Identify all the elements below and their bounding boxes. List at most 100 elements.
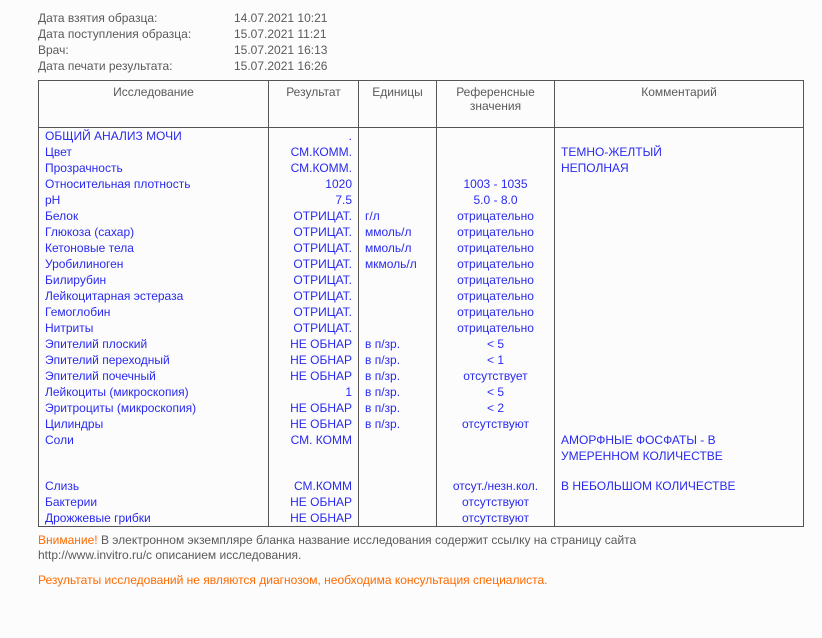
- cell-result: 1020: [269, 176, 359, 192]
- results-table: ИсследованиеРезультатЕдиницыРеференсныез…: [38, 80, 804, 527]
- meta-row: Врач:15.07.2021 16:13: [38, 42, 804, 58]
- meta-row: Дата поступления образца:15.07.2021 11:2…: [38, 26, 804, 42]
- table-row: Эпителий почечныйНЕ ОБНАРв п/зр.отсутств…: [39, 368, 804, 384]
- cell-result: ОТРИЦАТ.: [269, 256, 359, 272]
- table-row: Эпителий переходныйНЕ ОБНАРв п/зр.< 1: [39, 352, 804, 368]
- cell-units: мкмоль/л: [359, 256, 437, 272]
- cell-test: Относительная плотность: [39, 176, 269, 192]
- cell-ref: отрицательно: [437, 224, 555, 240]
- cell-comment: [555, 400, 804, 416]
- table-row: pH7.55.0 - 8.0: [39, 192, 804, 208]
- cell-ref: 1003 - 1035: [437, 176, 555, 192]
- cell-ref: отсутствуют: [437, 510, 555, 527]
- cell-test: Глюкоза (сахар): [39, 224, 269, 240]
- cell-ref: отрицательно: [437, 272, 555, 288]
- cell-comment: [555, 510, 804, 527]
- cell-comment: [555, 320, 804, 336]
- cell-comment: АМОРФНЫЕ ФОСФАТЫ - В УМЕРЕННОМ КОЛИЧЕСТВ…: [555, 432, 804, 464]
- cell-units: в п/зр.: [359, 384, 437, 400]
- cell-units: ммоль/л: [359, 240, 437, 256]
- report-sheet: Дата взятия образца:14.07.2021 10:21Дата…: [0, 0, 822, 638]
- cell-comment: [555, 384, 804, 400]
- cell-test: Соли: [39, 432, 269, 464]
- footer-block: Внимание! В электронном экземпляре бланк…: [38, 533, 804, 588]
- table-row: Глюкоза (сахар)ОТРИЦАТ.ммоль/лотрицатель…: [39, 224, 804, 240]
- table-row: ЦветСМ.КОММ.ТЕМНО-ЖЕЛТЫЙ: [39, 144, 804, 160]
- spacer-row: [39, 464, 804, 478]
- cell-units: [359, 320, 437, 336]
- table-row: БелокОТРИЦАТ.г/лотрицательно: [39, 208, 804, 224]
- cell-units: [359, 288, 437, 304]
- cell-comment: [555, 224, 804, 240]
- meta-value: 14.07.2021 10:21: [234, 10, 327, 26]
- cell-test: ОБЩИЙ АНАЛИЗ МОЧИ: [39, 128, 269, 145]
- cell-test: Цилиндры: [39, 416, 269, 432]
- cell-test: Бактерии: [39, 494, 269, 510]
- cell-comment: ТЕМНО-ЖЕЛТЫЙ: [555, 144, 804, 160]
- cell-comment: [555, 352, 804, 368]
- column-header: Комментарий: [555, 81, 804, 128]
- cell-test: Белок: [39, 208, 269, 224]
- cell-comment: [555, 240, 804, 256]
- meta-label: Дата поступления образца:: [38, 26, 234, 42]
- cell-ref: отрицательно: [437, 240, 555, 256]
- cell-result: СМ. КОММ: [269, 432, 359, 464]
- cell-units: в п/зр.: [359, 416, 437, 432]
- table-row: БилирубинОТРИЦАТ.отрицательно: [39, 272, 804, 288]
- cell-result: 1: [269, 384, 359, 400]
- table-row: УробилиногенОТРИЦАТ.мкмоль/лотрицательно: [39, 256, 804, 272]
- cell-units: [359, 176, 437, 192]
- cell-comment: [555, 368, 804, 384]
- table-row: Эритроциты (микроскопия)НЕ ОБНАРв п/зр.<…: [39, 400, 804, 416]
- cell-units: [359, 192, 437, 208]
- cell-comment: [555, 304, 804, 320]
- cell-test: Лейкоцитарная эстераза: [39, 288, 269, 304]
- cell-result: НЕ ОБНАР: [269, 400, 359, 416]
- table-row: Относительная плотность1020 1003 - 1035: [39, 176, 804, 192]
- cell-test: Гемоглобин: [39, 304, 269, 320]
- cell-ref: [437, 160, 555, 176]
- meta-block: Дата взятия образца:14.07.2021 10:21Дата…: [38, 10, 804, 74]
- table-row: ОБЩИЙ АНАЛИЗ МОЧИ.: [39, 128, 804, 145]
- cell-ref: < 2: [437, 400, 555, 416]
- cell-result: ОТРИЦАТ.: [269, 320, 359, 336]
- cell-test: Слизь: [39, 478, 269, 494]
- cell-units: [359, 494, 437, 510]
- cell-comment: [555, 176, 804, 192]
- table-row: БактерииНЕ ОБНАРотсутствуют: [39, 494, 804, 510]
- cell-ref: отсутствует: [437, 368, 555, 384]
- cell-test: Эпителий плоский: [39, 336, 269, 352]
- results-thead: ИсследованиеРезультатЕдиницыРеференсныез…: [39, 81, 804, 128]
- cell-ref: отсут./незн.кол.: [437, 478, 555, 494]
- footer-warn-link: http://www.invitro.ru/с: [38, 548, 152, 562]
- meta-label: Дата взятия образца:: [38, 10, 234, 26]
- cell-units: в п/зр.: [359, 400, 437, 416]
- meta-value: 15.07.2021 16:13: [234, 42, 327, 58]
- table-row: Лейкоциты (микроскопия)1в п/зр.< 5: [39, 384, 804, 400]
- cell-test: Лейкоциты (микроскопия): [39, 384, 269, 400]
- cell-result: СМ.КОММ.: [269, 144, 359, 160]
- cell-comment: [555, 272, 804, 288]
- cell-result: НЕ ОБНАР: [269, 368, 359, 384]
- footer-warning: Внимание! В электронном экземпляре бланк…: [38, 533, 804, 563]
- cell-units: [359, 160, 437, 176]
- cell-comment: [555, 416, 804, 432]
- cell-ref: отрицательно: [437, 304, 555, 320]
- cell-result: СМ.КОММ.: [269, 160, 359, 176]
- cell-result: НЕ ОБНАР: [269, 352, 359, 368]
- table-row: НитритыОТРИЦАТ.отрицательно: [39, 320, 804, 336]
- cell-ref: отсутствуют: [437, 494, 555, 510]
- cell-test: Уробилиноген: [39, 256, 269, 272]
- table-row: ГемоглобинОТРИЦАТ.отрицательно: [39, 304, 804, 320]
- cell-ref: < 5: [437, 336, 555, 352]
- cell-ref: отрицательно: [437, 208, 555, 224]
- cell-comment: [555, 288, 804, 304]
- cell-test: Нитриты: [39, 320, 269, 336]
- cell-result: НЕ ОБНАР: [269, 416, 359, 432]
- footer-warn-label: Внимание!: [38, 533, 98, 547]
- table-row: СлизьСМ.КОММотсут./незн.кол.В НЕБОЛЬШОМ …: [39, 478, 804, 494]
- column-header: Референсныезначения: [437, 81, 555, 128]
- cell-result: ОТРИЦАТ.: [269, 272, 359, 288]
- cell-result: ОТРИЦАТ.: [269, 224, 359, 240]
- cell-ref: отрицательно: [437, 288, 555, 304]
